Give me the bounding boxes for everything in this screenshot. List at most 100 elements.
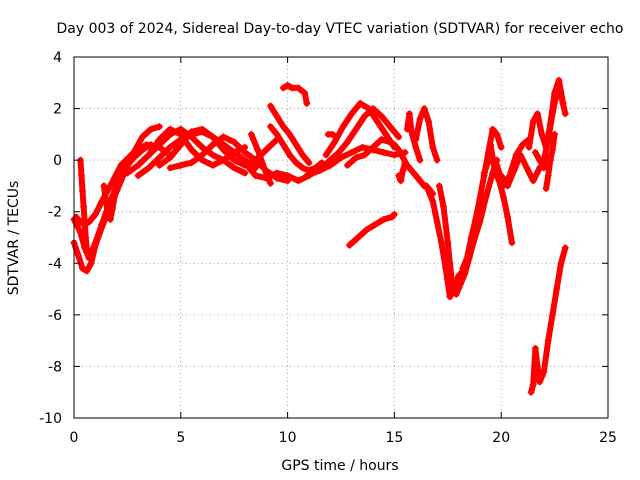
data-point (407, 128, 415, 136)
grid (74, 57, 608, 418)
data-point (403, 125, 411, 133)
chart-title: Day 003 of 2024, Sidereal Day-to-day VTE… (57, 21, 624, 37)
data-point (416, 115, 424, 123)
data-point (446, 293, 454, 301)
data-point (369, 143, 377, 151)
data-point (299, 151, 307, 159)
data-point (267, 102, 275, 110)
data-point (294, 177, 302, 185)
data-point (113, 179, 121, 187)
data-point (452, 290, 460, 298)
data-point (395, 146, 403, 154)
data-point (401, 159, 409, 167)
series-sat-t (346, 210, 398, 249)
data-point (209, 161, 217, 169)
data-point (395, 172, 403, 180)
data-point (155, 154, 163, 162)
data-point (519, 141, 527, 149)
series-trace (395, 159, 409, 184)
data-point (544, 154, 552, 162)
data-point (491, 166, 499, 174)
data-point (534, 362, 542, 370)
data-point (279, 84, 287, 92)
data-point (91, 210, 99, 218)
y-tick-label: -10 (39, 411, 62, 427)
data-point (284, 81, 292, 89)
data-point (284, 172, 292, 180)
data-point (356, 99, 364, 107)
data-point (100, 182, 108, 190)
x-tick-label: 25 (599, 430, 617, 446)
data-point (138, 133, 146, 141)
data-point (536, 378, 544, 386)
data-point (241, 148, 249, 156)
data-point (166, 125, 174, 133)
data-point (459, 264, 467, 272)
data-point (448, 280, 456, 288)
data-point (230, 138, 238, 146)
data-point (499, 192, 507, 200)
data-point (111, 192, 119, 200)
series-sat-af (527, 244, 569, 396)
data-point (166, 143, 174, 151)
data-point (527, 388, 535, 396)
data-point (380, 215, 388, 223)
data-point (429, 143, 437, 151)
data-point (538, 130, 546, 138)
data-point (482, 192, 490, 200)
data-point (480, 169, 488, 177)
series-trace (346, 211, 398, 249)
data-point (557, 259, 565, 267)
data-point (134, 161, 142, 169)
data-point (198, 151, 206, 159)
data-layer (70, 76, 569, 396)
data-point (337, 154, 345, 162)
series-trace (528, 244, 569, 396)
data-point (134, 172, 142, 180)
data-point (294, 84, 302, 92)
data-point (555, 76, 563, 84)
data-point (273, 130, 281, 138)
data-point (523, 164, 531, 172)
y-tick-label: -4 (48, 256, 62, 272)
data-point (77, 172, 85, 180)
x-tick-label: 15 (385, 430, 403, 446)
data-point (548, 110, 556, 118)
data-point (252, 164, 260, 172)
series-trace (73, 141, 174, 228)
data-point (79, 187, 87, 195)
data-point (309, 169, 317, 177)
data-point (241, 169, 249, 177)
data-point (412, 143, 420, 151)
data-point (339, 123, 347, 131)
data-point (412, 136, 420, 144)
data-point (209, 141, 217, 149)
data-point (420, 105, 428, 113)
series-sat-w (395, 159, 409, 185)
data-point (544, 136, 552, 144)
data-point (444, 239, 452, 247)
series-trace (540, 90, 569, 164)
series-sat-n (267, 102, 313, 167)
data-point (529, 380, 537, 388)
ticks (73, 56, 609, 419)
data-point (544, 337, 552, 345)
data-point (390, 210, 398, 218)
data-point (497, 172, 505, 180)
x-tick-label: 10 (279, 430, 297, 446)
plot-frame (73, 56, 609, 419)
data-point (542, 185, 550, 193)
series-sat-x (403, 110, 424, 164)
data-point (360, 112, 368, 120)
data-point (510, 166, 518, 174)
data-point (143, 141, 151, 149)
y-tick-label: -6 (48, 308, 62, 324)
data-point (508, 239, 516, 247)
data-point (529, 117, 537, 125)
data-point (363, 226, 371, 234)
data-point (220, 146, 228, 154)
data-point (322, 151, 330, 159)
data-point (303, 99, 311, 107)
data-point (529, 177, 537, 185)
